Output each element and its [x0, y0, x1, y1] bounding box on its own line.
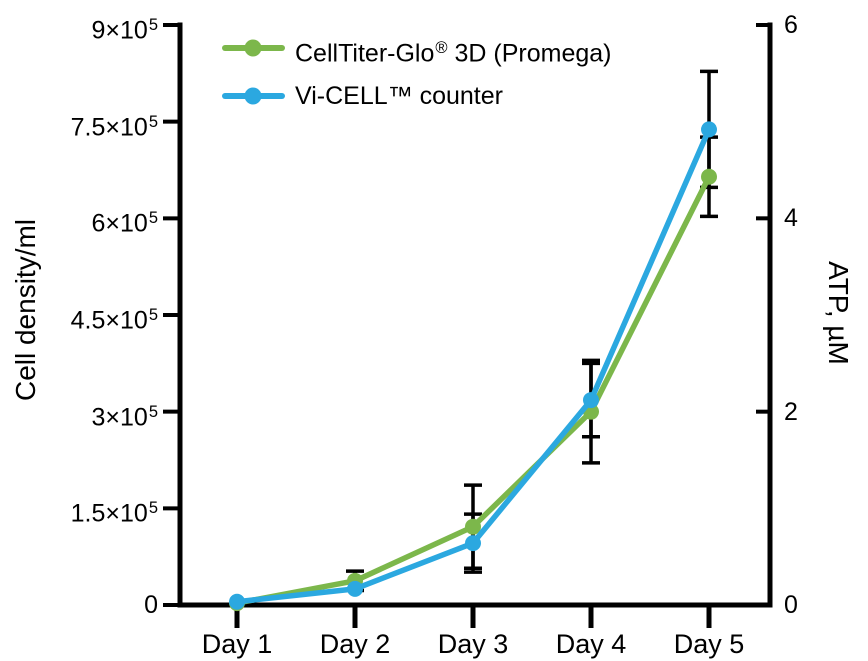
- x-axis-tick-label: Day 1: [201, 629, 273, 659]
- right-axis-tick-label: 4: [784, 204, 798, 233]
- right-axis-tick-label: 6: [784, 11, 798, 39]
- x-axis-tick-label: Day 5: [673, 629, 745, 659]
- right-axis-tick-label: 0: [784, 591, 798, 619]
- data-point-series-0: [701, 168, 717, 185]
- data-point-series-1: [583, 392, 599, 409]
- left-axis-tick-label: 7.5×105: [70, 112, 158, 141]
- x-axis-tick-label: Day 3: [437, 629, 509, 659]
- left-axis-tick-label: 4.5×105: [70, 306, 158, 335]
- left-axis-tick-label: 6×105: [91, 209, 159, 238]
- data-point-series-1: [465, 535, 481, 552]
- legend-item-label-1: Vi-CELL™ counter: [295, 82, 503, 110]
- x-axis-tick-label: Day 4: [555, 629, 627, 659]
- legend-item-label-0: CellTiter-Glo® 3D (Promega): [295, 39, 612, 68]
- legend-sample-dot-1: [244, 87, 262, 105]
- data-point-series-0: [465, 518, 481, 535]
- left-axis-tick-label: 0: [144, 591, 158, 619]
- right-axis-title: ATP, µM: [823, 261, 854, 365]
- left-axis-tick-label: 9×105: [91, 16, 159, 45]
- right-axis-tick-label: 2: [784, 397, 798, 426]
- legend-sample-dot-0: [244, 39, 262, 57]
- left-axis-tick-label: 1.5×105: [70, 499, 158, 528]
- data-point-series-1: [701, 121, 717, 138]
- data-point-series-1: [347, 580, 363, 597]
- data-point-series-1: [229, 593, 245, 610]
- left-axis-tick-label: 3×105: [91, 402, 159, 431]
- x-axis-tick-label: Day 2: [319, 629, 391, 659]
